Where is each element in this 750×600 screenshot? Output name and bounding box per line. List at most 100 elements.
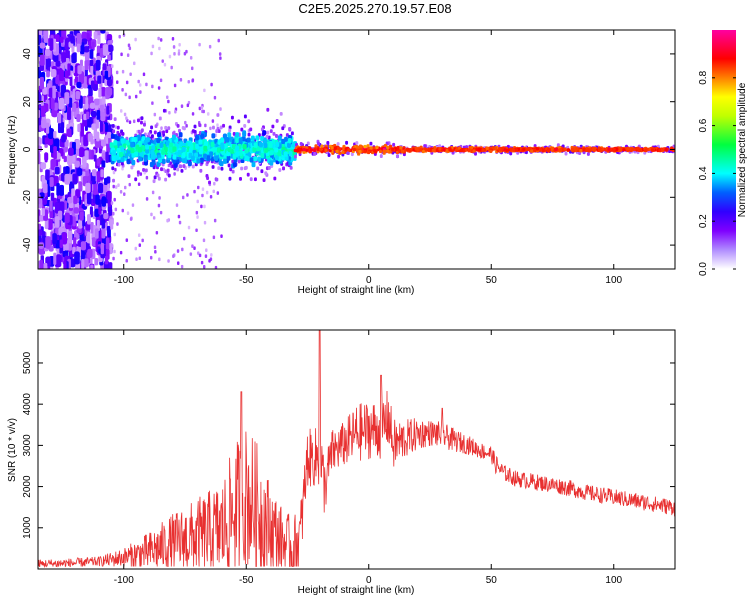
spectrogram-cell xyxy=(150,150,155,156)
spectrogram-cell xyxy=(77,123,81,132)
spectrogram-cell xyxy=(214,155,219,161)
spectrogram-cell xyxy=(45,236,51,249)
spectrogram-cell xyxy=(244,155,249,161)
spectrogram-cell xyxy=(96,110,101,120)
spectrogram-cell xyxy=(212,235,216,240)
spectrogram-cell xyxy=(155,230,159,235)
spectrogram-cell xyxy=(457,146,462,150)
spectrogram-cell xyxy=(125,258,128,263)
spectrogram-cell xyxy=(101,196,106,207)
spectrogram-cell xyxy=(269,129,273,134)
spectrogram-cell xyxy=(189,144,194,150)
spectrogram-cell xyxy=(200,105,204,110)
spectrogram-cell xyxy=(271,124,275,129)
spectrogram-cell xyxy=(278,168,282,172)
spectrogram-cell xyxy=(256,146,261,152)
spectrogram-cell xyxy=(295,148,300,153)
spectrogram-cell xyxy=(38,223,42,231)
spectrogram-cell xyxy=(227,163,231,168)
spectrogram-cell xyxy=(41,198,48,205)
spectrogram-cell xyxy=(151,84,154,89)
spectrogram-cell xyxy=(626,146,630,151)
spectrogram-cell xyxy=(93,98,100,106)
spectrogram-cell xyxy=(80,123,85,137)
spectrogram-cell xyxy=(181,157,186,163)
spectrogram-cell xyxy=(526,147,531,152)
spectrogram-cell xyxy=(40,105,46,117)
spectrogram-cell xyxy=(227,146,232,153)
spectrogram-cell xyxy=(283,151,288,157)
spectrogram-cell xyxy=(664,147,668,152)
spectrogram-cell xyxy=(197,185,200,190)
spectrogram-cell xyxy=(132,119,136,124)
spectrogram-cell xyxy=(341,150,345,154)
spectrogram-cell xyxy=(140,116,144,121)
spectrogram-cell xyxy=(558,148,562,152)
spectrogram-cell xyxy=(120,161,124,166)
spectrogram-cell xyxy=(227,132,232,138)
spectrogram-cell xyxy=(489,149,493,153)
spectrogram-cell xyxy=(184,120,187,125)
spectrogram-cell xyxy=(173,172,176,176)
spectrogram-cell xyxy=(209,194,213,199)
spectrogram-cell xyxy=(143,156,148,162)
spectrogram-cell xyxy=(191,164,195,169)
spectrogram-cell xyxy=(53,252,57,265)
spectrogram-cell xyxy=(157,86,161,90)
spectrogram-cell xyxy=(163,62,167,67)
spectrogram-cell xyxy=(347,148,351,152)
spectrogram-cell xyxy=(366,150,371,155)
spectrogram-cell xyxy=(472,149,476,153)
spectrogram-cell xyxy=(208,44,212,49)
spectrogram-cell xyxy=(383,143,388,148)
spectrogram-cell xyxy=(108,262,113,269)
spectrogram-cell xyxy=(262,178,266,183)
snr-x-axis-label: Height of straight line (km) xyxy=(298,585,415,596)
spectrogram-cell xyxy=(201,187,205,192)
spectrogram-cell xyxy=(386,149,390,153)
spectrogram-cell xyxy=(275,141,280,148)
spectrogram-cell xyxy=(76,32,82,47)
spectrogram-cell xyxy=(142,122,146,127)
spectrogram-cell xyxy=(83,46,90,53)
spectrogram-cell xyxy=(388,144,393,149)
spectrogram-cell xyxy=(71,102,77,112)
colorbar-tick-label: 0.4 xyxy=(698,166,709,180)
spectrogram-cell xyxy=(61,232,68,245)
spectrogram-cell xyxy=(235,151,240,157)
spectrogram-cell xyxy=(216,191,220,195)
spectrogram-cell xyxy=(90,222,94,234)
spectrogram-cell xyxy=(56,183,60,196)
spectrogram-cell xyxy=(247,119,251,124)
spectrogram-cell xyxy=(240,127,244,132)
spectrogram-cell xyxy=(91,237,97,247)
spectrogram-cell xyxy=(59,36,64,43)
spectrogram-cell xyxy=(39,76,45,90)
spectrogram-cell xyxy=(212,189,215,194)
spectrogram-cell xyxy=(186,193,189,197)
snr-x-ticks: -100 -50 0 50 100 xyxy=(114,330,623,586)
spectrogram-cell xyxy=(260,169,264,174)
spectrogram-cell xyxy=(112,149,117,156)
spectrogram-cell xyxy=(94,139,101,148)
spectrogram-cell xyxy=(196,199,199,204)
spectrogram-cell xyxy=(285,133,289,137)
spectrogram-cell xyxy=(64,92,70,105)
spectrogram-cell xyxy=(110,142,114,149)
spectrogram-cell xyxy=(123,192,126,196)
spectrogram-cell xyxy=(150,212,153,217)
spectrogram-cell xyxy=(39,42,46,49)
spectrogram-cell xyxy=(187,79,190,84)
spectrogram-cell xyxy=(211,119,215,123)
spectrogram-cell xyxy=(41,208,45,217)
spectrogram-cell xyxy=(43,30,49,43)
spectrogram-cell xyxy=(219,107,222,111)
spectrogram-cell xyxy=(106,225,111,234)
spectrogram-cell xyxy=(650,148,654,152)
spectrogram-cell xyxy=(158,196,161,200)
spectrogram-cell xyxy=(366,144,370,148)
spectrogram-cell xyxy=(66,128,72,137)
spectrogram-cell xyxy=(167,126,171,131)
spectrogram-cell xyxy=(98,182,104,194)
spectrogram-cell xyxy=(249,177,253,182)
